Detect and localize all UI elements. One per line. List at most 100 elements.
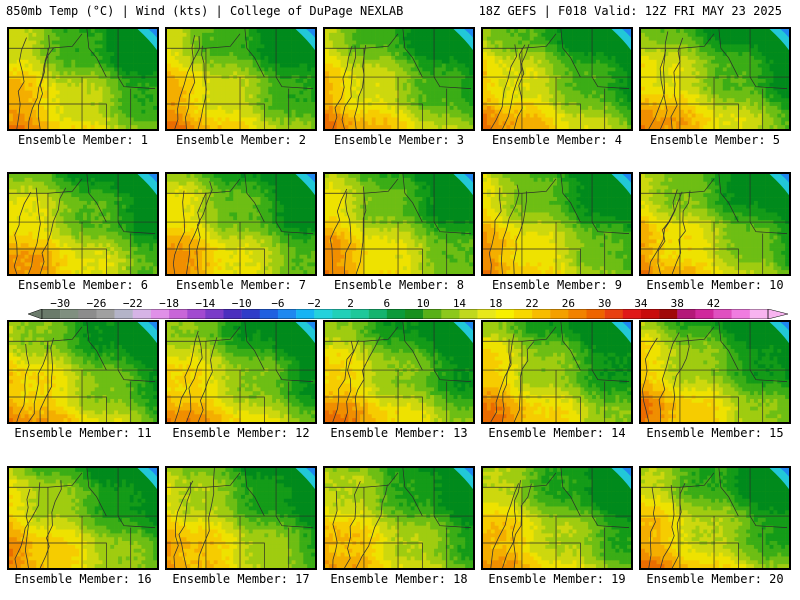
ensemble-member-label: Ensemble Member: 13 [320,426,478,440]
model-run-title: 18Z GEFS | F018 Valid: 12Z FRI MAY 23 20… [479,4,782,18]
colorbar-segment [749,309,769,319]
colorbar-tick-label: −26 [87,297,107,310]
ensemble-member-label: Ensemble Member: 11 [4,426,162,440]
colorbar-segment [640,309,660,319]
ensemble-member-label: Ensemble Member: 1 [4,133,162,147]
colorbar-segment [241,309,260,319]
colorbar-segment [477,309,496,319]
ensemble-member-map [323,27,475,131]
colorbar-segment [513,309,533,319]
colorbar-tick-label: −14 [195,297,215,310]
colorbar-segment [187,309,206,319]
colorbar-segment [96,309,115,319]
colorbar-tick-label: 2 [347,297,354,310]
colorbar-tick-label: 42 [707,297,720,310]
colorbar-segment [677,309,696,319]
ensemble-member-map [165,466,317,570]
colorbar-segment [550,309,569,319]
ensemble-member-label: Ensemble Member: 16 [4,572,162,586]
colorbar-segment [42,309,61,319]
colorbar-segment [78,309,97,319]
ensemble-member-map [481,320,633,424]
ensemble-member-map [639,27,791,131]
colorbar-segment [259,309,279,319]
ensemble-member-map [639,172,791,276]
colorbar-segment [386,309,406,319]
colorbar-segment [495,309,515,319]
ensemble-member-label: Ensemble Member: 19 [478,572,636,586]
ensemble-member-label: Ensemble Member: 15 [636,426,794,440]
colorbar-segment [368,309,388,319]
ensemble-member-label: Ensemble Member: 17 [162,572,320,586]
colorbar-segment [277,309,297,319]
ensemble-member-label: Ensemble Member: 9 [478,278,636,292]
colorbar-segment [622,309,642,319]
colorbar-segment [695,309,714,319]
colorbar-tick-label: −18 [159,297,179,310]
colorbar-tick-label: 10 [417,297,430,310]
chart-title: 850mb Temp (°C) | Wind (kts) | College o… [6,4,403,18]
colorbar-segment [60,309,79,319]
ensemble-member-map [481,172,633,276]
colorbar-segment [169,309,188,319]
ensemble-member-map [639,466,791,570]
colorbar-segment [459,309,478,319]
colorbar-tick-label: −10 [232,297,252,310]
colorbar-segment [731,309,751,319]
colorbar-tick-label: 18 [489,297,502,310]
ensemble-member-label: Ensemble Member: 7 [162,278,320,292]
temperature-colorbar [28,309,788,319]
colorbar-segment [350,309,369,319]
colorbar-segment [568,309,587,319]
ensemble-member-label: Ensemble Member: 4 [478,133,636,147]
ensemble-member-map [7,27,159,131]
colorbar-segment [423,309,442,319]
colorbar-tick-label: 22 [525,297,538,310]
ensemble-member-map [639,320,791,424]
ensemble-member-label: Ensemble Member: 8 [320,278,478,292]
colorbar-tick-labels: −30 −26 −22 −18 −14 −10 −6 −2 2 6 10 14 18 22 26 30 34 38… [0,297,800,310]
ensemble-member-label: Ensemble Member: 2 [162,133,320,147]
ensemble-member-map [165,27,317,131]
ensemble-member-label: Ensemble Member: 10 [636,278,794,292]
colorbar-max-arrow [767,309,788,319]
ensemble-member-map [165,172,317,276]
ensemble-member-label: Ensemble Member: 18 [320,572,478,586]
ensemble-member-map [323,320,475,424]
ensemble-member-label: Ensemble Member: 5 [636,133,794,147]
colorbar-segment [132,309,152,319]
colorbar-segment [586,309,605,319]
colorbar-tick-label: 30 [598,297,611,310]
colorbar-tick-label: −6 [271,297,284,310]
colorbar-segment [604,309,623,319]
ensemble-member-map [7,466,159,570]
ensemble-member-map [481,466,633,570]
colorbar-segment [223,309,242,319]
colorbar-segment [532,309,551,319]
ensemble-member-label: Ensemble Member: 3 [320,133,478,147]
ensemble-member-label: Ensemble Member: 6 [4,278,162,292]
colorbar-segment [441,309,460,319]
colorbar-tick-label: 14 [453,297,466,310]
colorbar-segment [296,309,315,319]
colorbar-segment [332,309,351,319]
colorbar-tick-label: 26 [562,297,575,310]
ensemble-member-map [323,172,475,276]
colorbar-tick-label: −30 [50,297,70,310]
colorbar-segment [150,309,170,319]
ensemble-member-map [481,27,633,131]
colorbar-tick-label: 34 [634,297,647,310]
ensemble-member-label: Ensemble Member: 12 [162,426,320,440]
ensemble-member-map [323,466,475,570]
colorbar-segment [314,309,333,319]
colorbar-segment [114,309,133,319]
ensemble-member-map [165,320,317,424]
ensemble-member-map [7,320,159,424]
colorbar-segment [205,309,224,319]
colorbar-tick-label: 38 [671,297,684,310]
colorbar-tick-label: 6 [384,297,391,310]
colorbar-tick-label: −2 [308,297,321,310]
ensemble-member-label: Ensemble Member: 14 [478,426,636,440]
colorbar-segment [713,309,732,319]
colorbar-segment [405,309,424,319]
